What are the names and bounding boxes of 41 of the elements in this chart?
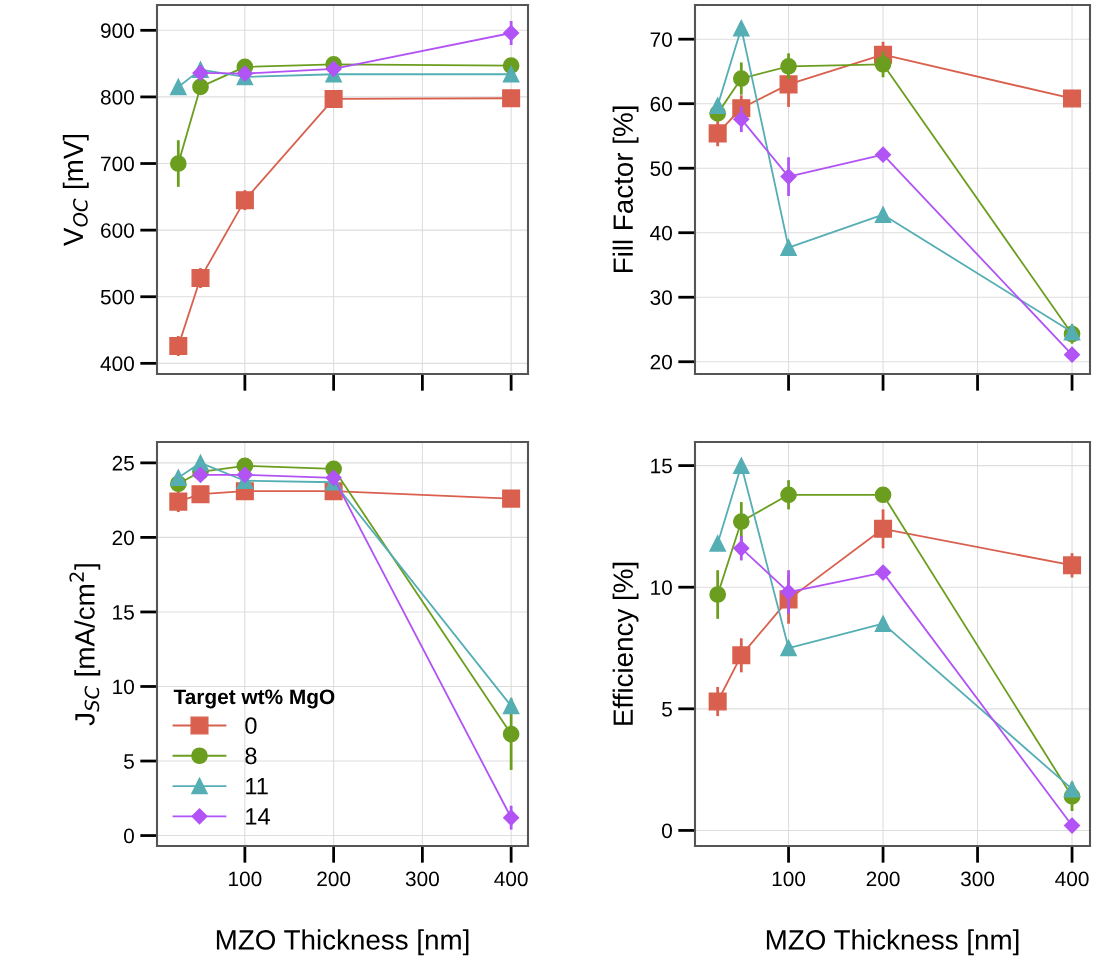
y-tick-label: 20 — [112, 530, 134, 546]
y-axis-title: Fill Factor [%] — [612, 106, 639, 273]
y-tick-label: 500 — [100, 289, 134, 305]
x-axis-title: MZO Thickness [nm] — [216, 929, 469, 956]
legend-label: 0 — [245, 717, 257, 734]
y-tick-label: 20 — [650, 354, 672, 370]
y-tick-label: 600 — [101, 223, 134, 238]
y-tick-label: 30 — [650, 290, 672, 305]
legend-title: Target wt% MgO — [173, 689, 335, 709]
y-tick-label: 25 — [112, 455, 134, 471]
x-tick-label: 300 — [960, 871, 995, 887]
y-tick-label: 0 — [124, 828, 134, 844]
y-tick-label: 400 — [100, 356, 134, 372]
y-tick-label: 10 — [113, 679, 134, 695]
x-tick-label: 200 — [866, 871, 900, 887]
y-tick-label: 0 — [662, 823, 672, 839]
x-tick-label: 200 — [317, 871, 351, 887]
x-tick-label: 400 — [494, 871, 528, 887]
y-tick-label: 40 — [650, 225, 672, 241]
y-tick-label: 15 — [651, 458, 672, 474]
x-tick-label: 400 — [1055, 871, 1089, 887]
y-tick-label: 50 — [650, 161, 672, 176]
y-tick-label: 15 — [113, 605, 134, 620]
y-tick-label: 10 — [651, 580, 672, 595]
y-tick-label: 800 — [100, 89, 134, 105]
y-axis-title: V$_{OC}$ [mV] — [62, 134, 89, 247]
y-tick-label: 60 — [650, 96, 672, 112]
legend-label: 11 — [246, 778, 268, 795]
legend-label: 8 — [245, 747, 257, 765]
x-tick-label: 300 — [405, 871, 439, 887]
legend-label: 14 — [246, 808, 270, 825]
y-tick-label: 5 — [124, 754, 134, 769]
x-tick-label: 100 — [772, 871, 806, 887]
y-tick-label: 700 — [101, 156, 134, 172]
y-axis-title: Efficiency [%] — [612, 562, 639, 725]
y-tick-label: 5 — [662, 702, 672, 717]
x-axis-title: MZO Thickness [nm] — [766, 929, 1019, 956]
y-tick-label: 70 — [650, 32, 672, 47]
y-axis-title: J$_{SC}$ [mA/cm$^{2}$] — [69, 564, 101, 726]
x-tick-label: 100 — [229, 871, 262, 887]
y-tick-label: 900 — [101, 23, 134, 39]
